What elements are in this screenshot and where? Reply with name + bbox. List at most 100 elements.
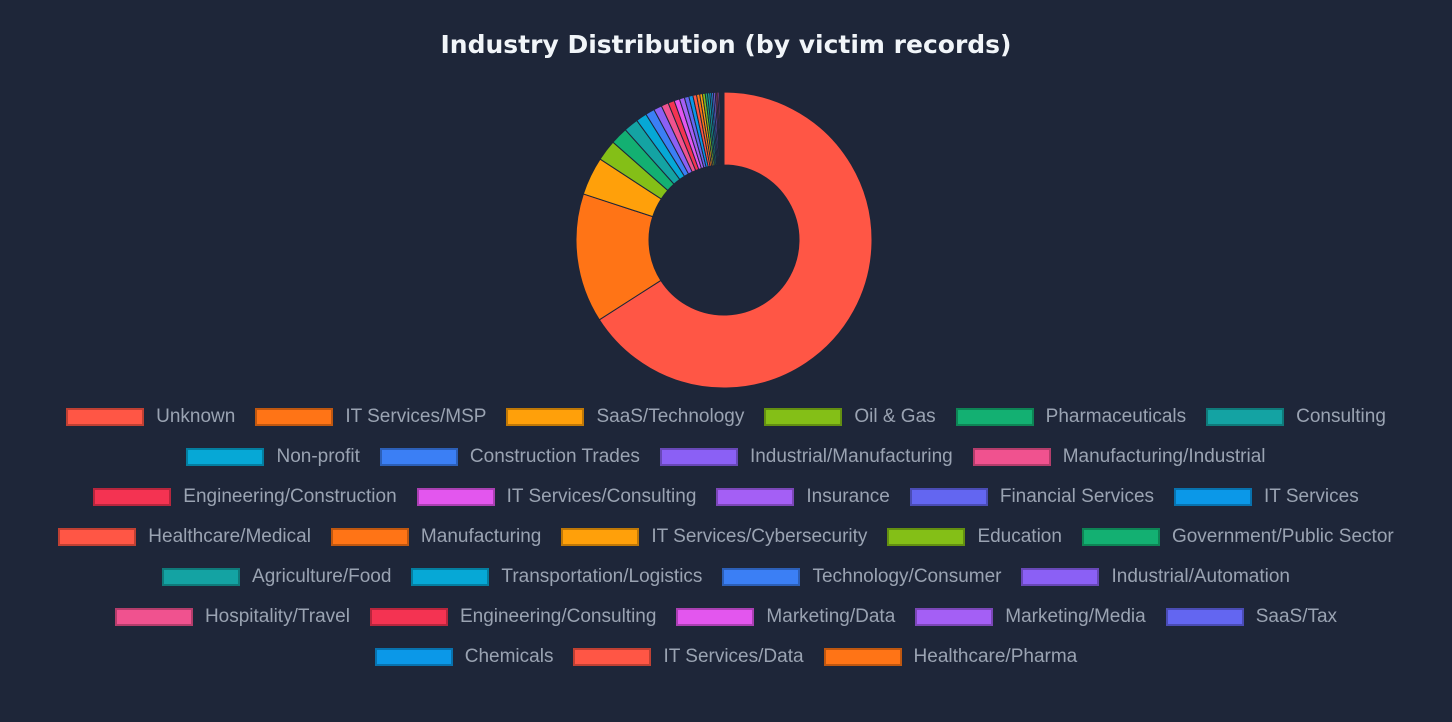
legend-swatch bbox=[1174, 488, 1253, 506]
legend-swatch bbox=[255, 408, 334, 426]
legend-label: Pharmaceuticals bbox=[1045, 406, 1187, 427]
legend-label: Marketing/Data bbox=[766, 606, 896, 627]
legend-item[interactable]: Agriculture/Food bbox=[162, 565, 391, 589]
legend-label: IT Services bbox=[1264, 486, 1359, 507]
legend-label: Unknown bbox=[156, 406, 236, 427]
legend-item[interactable]: IT Services/Cybersecurity bbox=[561, 525, 867, 549]
legend-swatch bbox=[369, 608, 448, 626]
donut bbox=[575, 91, 873, 389]
legend-swatch bbox=[561, 528, 640, 546]
legend-item[interactable]: Manufacturing/Industrial bbox=[972, 445, 1266, 469]
legend-item[interactable]: IT Services/Data bbox=[573, 645, 804, 669]
legend-label: IT Services/Consulting bbox=[506, 486, 697, 507]
legend-item[interactable]: Non-profit bbox=[186, 445, 360, 469]
legend-label: Agriculture/Food bbox=[252, 566, 392, 587]
legend-label: Government/Public Sector bbox=[1171, 526, 1394, 547]
legend-item[interactable]: Marketing/Data bbox=[676, 605, 895, 629]
legend-item[interactable]: Technology/Consumer bbox=[722, 565, 1001, 589]
legend-swatch bbox=[659, 448, 738, 466]
legend-swatch bbox=[506, 408, 585, 426]
legend-swatch bbox=[416, 488, 495, 506]
legend-swatch bbox=[58, 528, 137, 546]
legend-label: IT Services/MSP bbox=[345, 406, 487, 427]
legend-item[interactable]: Unknown bbox=[66, 405, 235, 429]
legend-item[interactable]: Marketing/Media bbox=[915, 605, 1146, 629]
legend-label: Industrial/Automation bbox=[1111, 566, 1290, 587]
legend-item[interactable]: Industrial/Manufacturing bbox=[659, 445, 953, 469]
legend-item[interactable]: Pharmaceuticals bbox=[955, 405, 1187, 429]
legend-item[interactable]: Oil & Gas bbox=[764, 405, 936, 429]
legend-item[interactable]: IT Services/MSP bbox=[255, 405, 486, 429]
slice bbox=[598, 91, 873, 389]
slice bbox=[722, 91, 725, 166]
legend-swatch bbox=[1021, 568, 1100, 586]
legend-swatch bbox=[764, 408, 843, 426]
legend-label: Healthcare/Pharma bbox=[913, 646, 1078, 667]
legend-item[interactable]: SaaS/Technology bbox=[506, 405, 744, 429]
legend-label: IT Services/Cybersecurity bbox=[651, 526, 868, 547]
legend-swatch bbox=[411, 568, 490, 586]
legend-item[interactable]: Education bbox=[887, 525, 1062, 549]
legend-swatch bbox=[1165, 608, 1244, 626]
legend-label: Financial Services bbox=[999, 486, 1155, 507]
legend-label: Transportation/Logistics bbox=[501, 566, 703, 587]
legend-swatch bbox=[887, 528, 966, 546]
legend-item[interactable]: Engineering/Construction bbox=[93, 485, 397, 509]
legend-label: Manufacturing bbox=[420, 526, 542, 547]
legend-item[interactable]: Chemicals bbox=[374, 645, 554, 669]
legend-swatch bbox=[162, 568, 241, 586]
legend-label: Insurance bbox=[806, 486, 890, 507]
legend-item[interactable]: Transportation/Logistics bbox=[411, 565, 702, 589]
legend-label: SaaS/Technology bbox=[596, 406, 745, 427]
legend-label: Technology/Consumer bbox=[812, 566, 1002, 587]
legend-swatch bbox=[909, 488, 988, 506]
legend-swatch bbox=[379, 448, 458, 466]
legend-label: Healthcare/Medical bbox=[148, 526, 311, 547]
legend-item[interactable]: Healthcare/Medical bbox=[58, 525, 311, 549]
legend-item[interactable]: Insurance bbox=[716, 485, 890, 509]
legend-swatch bbox=[915, 608, 994, 626]
legend-item[interactable]: Manufacturing bbox=[330, 525, 542, 549]
legend-label: Education bbox=[977, 526, 1062, 547]
legend-item[interactable]: Financial Services bbox=[909, 485, 1155, 509]
chart-title: Industry Distribution (by victim records… bbox=[440, 30, 1012, 59]
legend-item[interactable]: Industrial/Automation bbox=[1021, 565, 1290, 589]
legend-swatch bbox=[573, 648, 652, 666]
legend-label: Non-profit bbox=[276, 446, 360, 467]
legend-swatch bbox=[823, 648, 902, 666]
legend-swatch bbox=[114, 608, 193, 626]
legend-label: Chemicals bbox=[464, 646, 554, 667]
legend-label: SaaS/Tax bbox=[1255, 606, 1338, 627]
legend-swatch bbox=[186, 448, 265, 466]
legend-item[interactable]: Hospitality/Travel bbox=[114, 605, 350, 629]
legend-item[interactable]: Engineering/Consulting bbox=[369, 605, 657, 629]
legend-label: Engineering/Consulting bbox=[459, 606, 657, 627]
legend-item[interactable]: Construction Trades bbox=[379, 445, 640, 469]
legend-label: Oil & Gas bbox=[854, 406, 936, 427]
legend-swatch bbox=[676, 608, 755, 626]
legend-swatch bbox=[66, 408, 145, 426]
legend-item[interactable]: IT Services/Consulting bbox=[416, 485, 697, 509]
legend-swatch bbox=[972, 448, 1051, 466]
legend-label: Consulting bbox=[1296, 406, 1386, 427]
legend-swatch bbox=[1206, 408, 1285, 426]
legend-item[interactable]: IT Services bbox=[1174, 485, 1359, 509]
legend-swatch bbox=[330, 528, 409, 546]
legend-swatch bbox=[722, 568, 801, 586]
legend-label: Manufacturing/Industrial bbox=[1062, 446, 1266, 467]
legend-label: Marketing/Media bbox=[1005, 606, 1146, 627]
legend-swatch bbox=[955, 408, 1034, 426]
legend-item[interactable]: Consulting bbox=[1206, 405, 1386, 429]
legend-label: Engineering/Construction bbox=[183, 486, 397, 507]
legend-label: IT Services/Data bbox=[663, 646, 804, 667]
legend-swatch bbox=[374, 648, 453, 666]
legend-item[interactable]: SaaS/Tax bbox=[1165, 605, 1338, 629]
legend-swatch bbox=[716, 488, 795, 506]
legend-item[interactable]: Government/Public Sector bbox=[1081, 525, 1394, 549]
legend-swatch bbox=[1081, 528, 1160, 546]
legend-swatch bbox=[93, 488, 172, 506]
legend-label: Industrial/Manufacturing bbox=[749, 446, 953, 467]
legend: Unknown IT Services/MSP SaaS/Technology Oil… bbox=[56, 405, 1396, 669]
legend-item[interactable]: Healthcare/Pharma bbox=[823, 645, 1078, 669]
